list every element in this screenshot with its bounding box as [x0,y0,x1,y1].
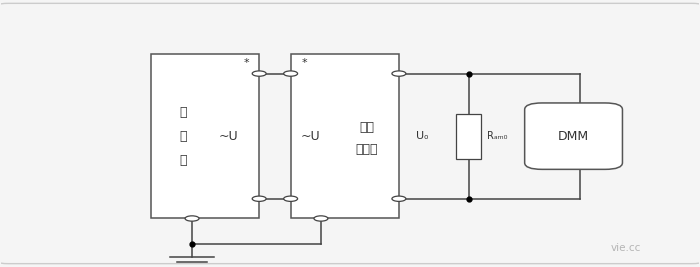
Bar [290,54,399,218]
Circle shape [284,71,298,76]
Circle shape [284,196,298,201]
Circle shape [314,216,328,221]
FancyBboxPatch shape [0,3,700,264]
Text: 变送器: 变送器 [355,143,378,156]
Text: DMM: DMM [558,130,589,143]
Text: *: * [302,58,307,68]
FancyBboxPatch shape [525,103,622,169]
Circle shape [392,71,406,76]
Text: ~U: ~U [300,130,320,143]
Text: vie.cc: vie.cc [611,243,641,253]
Text: Rₐₘ₀: Rₐₘ₀ [487,131,508,141]
Text: 电压: 电压 [359,121,374,134]
Text: Uₒ: Uₒ [416,131,429,141]
Text: ~U: ~U [219,130,239,143]
Text: *: * [244,58,249,68]
Circle shape [392,196,406,201]
Circle shape [185,216,199,221]
Text: 标: 标 [180,106,187,119]
Text: 准: 准 [180,130,187,143]
Circle shape [252,71,266,76]
Circle shape [252,196,266,201]
Text: 源: 源 [180,154,187,167]
Bar [151,54,259,218]
Bar [456,113,482,159]
